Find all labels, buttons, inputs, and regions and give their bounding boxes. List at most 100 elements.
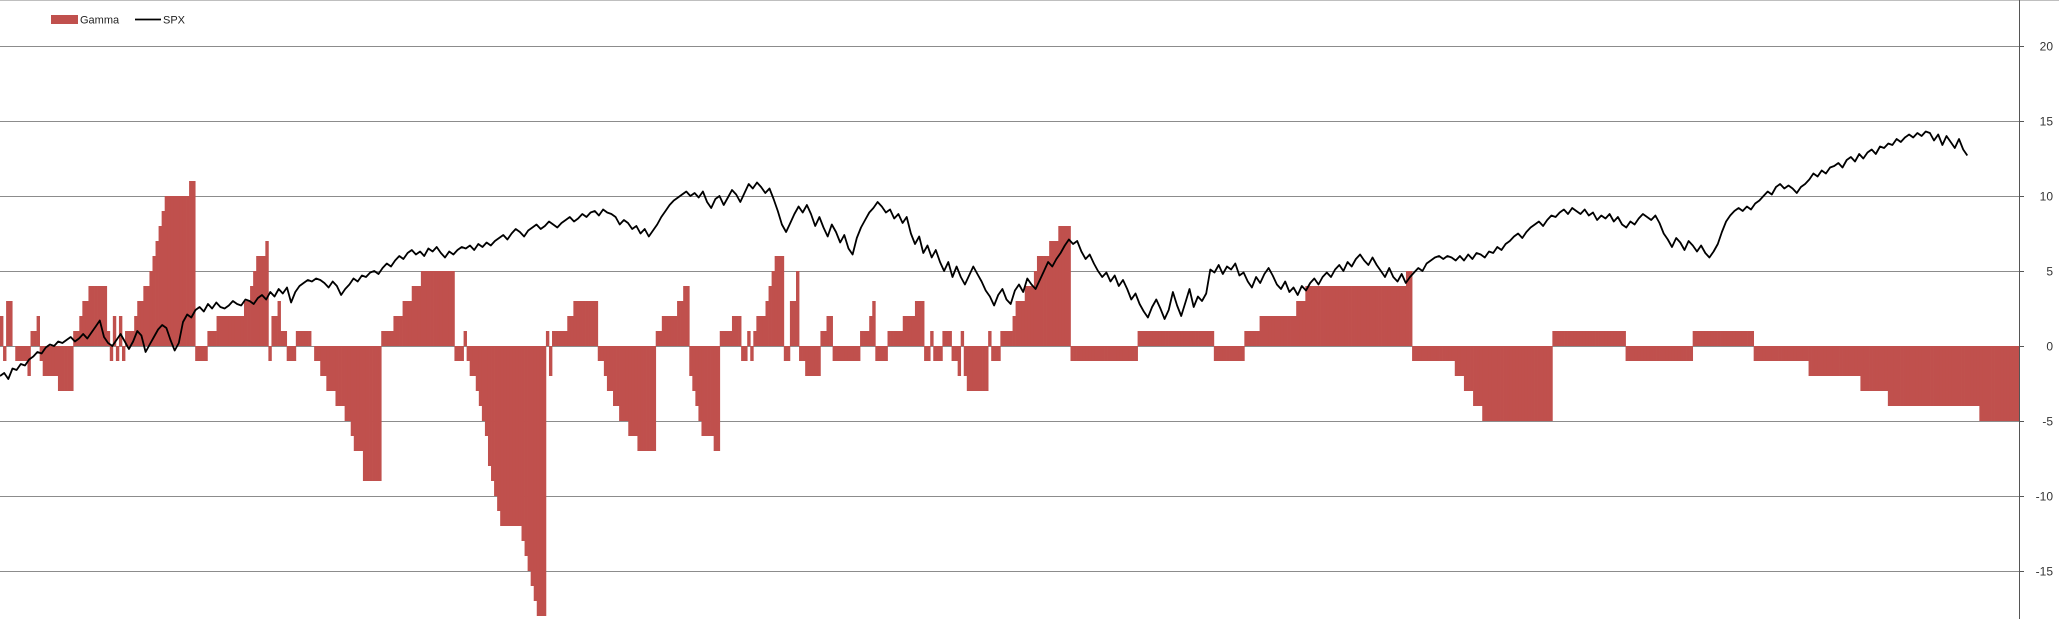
legend-item-spx[interactable]: SPX xyxy=(135,15,186,27)
gamma-bar xyxy=(1643,346,1648,361)
gamma-bar xyxy=(759,316,763,346)
gamma-bar xyxy=(1338,286,1343,346)
gamma-bar xyxy=(283,331,288,346)
gamma-bar xyxy=(1860,346,1864,391)
gamma-bar xyxy=(1893,346,1898,406)
gamma-bar xyxy=(530,346,535,586)
gamma-bar xyxy=(567,316,571,346)
gamma-bar xyxy=(811,346,815,376)
gamma-bar xyxy=(1320,286,1324,346)
gamma-bar xyxy=(1961,346,1965,406)
gamma-bar xyxy=(1180,331,1184,346)
gamma-bar xyxy=(430,271,434,346)
gamma-bar xyxy=(1512,346,1517,421)
gamma-bar xyxy=(1732,331,1736,346)
gamma-bar xyxy=(1332,286,1337,346)
gamma-bar xyxy=(991,346,995,361)
gamma-bar xyxy=(332,346,336,391)
gamma-bar xyxy=(1036,256,1041,346)
gamma-bar xyxy=(1113,346,1117,361)
gamma-bar xyxy=(1695,331,1700,346)
gamma-bar xyxy=(158,226,162,346)
gamma-bar xyxy=(1832,346,1837,376)
gamma-bar xyxy=(1216,346,1221,361)
gamma-bar xyxy=(1692,331,1697,346)
gamma-bar xyxy=(1927,346,1931,406)
gamma-bar xyxy=(783,346,788,361)
tick-label-5: 5 xyxy=(2046,265,2053,279)
gamma-bar xyxy=(1232,346,1236,361)
gamma-bar xyxy=(454,346,458,361)
gamma-bar xyxy=(426,271,431,346)
gamma-bar xyxy=(1903,346,1907,406)
gamma-bar xyxy=(356,346,361,451)
right-y-axis: 20 15 10 5 0 -5 -10 -15 xyxy=(2019,0,2053,619)
gamma-bar xyxy=(155,241,159,346)
gamma-bar xyxy=(625,346,629,421)
gamma-bar xyxy=(286,346,291,361)
gamma-bar xyxy=(527,346,532,571)
gamma-bar xyxy=(399,316,403,346)
gamma-bar xyxy=(750,346,754,361)
gamma-bar xyxy=(176,196,181,346)
gamma-bar xyxy=(2015,346,2020,421)
legend-item-gamma[interactable]: Gamma xyxy=(51,15,120,27)
gamma-bar xyxy=(481,346,486,421)
gamma-bar xyxy=(1945,346,1950,406)
gamma-bar xyxy=(695,346,699,406)
gamma-bar xyxy=(1430,346,1434,361)
gamma-bar xyxy=(1762,346,1767,361)
gamma-bar xyxy=(844,346,849,361)
gamma-bar xyxy=(905,316,910,346)
gamma-bar xyxy=(268,346,272,361)
gamma-bar xyxy=(359,346,364,451)
gamma-bar xyxy=(1875,346,1880,391)
gamma-bar xyxy=(433,271,437,346)
gamma-bar xyxy=(616,346,620,406)
gamma-bar xyxy=(1869,346,1873,391)
gamma-bar xyxy=(1723,331,1727,346)
gamma-bar xyxy=(988,331,992,346)
gamma-bar xyxy=(753,331,757,346)
gamma-bar xyxy=(518,346,522,526)
gamma-bar xyxy=(725,331,730,346)
gamma-bar xyxy=(780,256,785,346)
gamma-bar xyxy=(1845,346,1849,376)
gamma-bar xyxy=(860,331,864,346)
gamma-bar xyxy=(207,331,211,346)
gamma-bar xyxy=(591,301,596,346)
gamma-bar xyxy=(899,331,904,346)
gamma-bar xyxy=(1595,331,1599,346)
gamma-bar xyxy=(1842,346,1846,376)
gamma-bar xyxy=(1537,346,1541,421)
gamma-bar xyxy=(1549,346,1553,421)
gamma-bar xyxy=(1183,331,1187,346)
gamma-bar xyxy=(198,346,202,361)
gamma-bar xyxy=(1588,331,1593,346)
gamma-bar xyxy=(533,346,538,601)
gamma-bar xyxy=(1207,331,1212,346)
gamma-bar xyxy=(1613,331,1617,346)
gamma-bar xyxy=(1204,331,1209,346)
gamma-bar xyxy=(64,346,68,391)
gamma-bar xyxy=(945,331,949,346)
gamma-bar xyxy=(509,346,513,526)
gamma-bar xyxy=(1433,346,1437,361)
gamma-bar xyxy=(1119,346,1123,361)
gamma-bar xyxy=(1082,346,1087,361)
gamma-bar xyxy=(347,346,352,421)
gamma-bar xyxy=(1958,346,1962,406)
gamma-bar xyxy=(1872,346,1877,391)
tick-label--10: -10 xyxy=(2036,490,2054,504)
gamma-bar xyxy=(396,316,400,346)
gamma-bar xyxy=(243,301,248,346)
gamma-bar xyxy=(308,331,312,346)
gamma-bar xyxy=(1335,286,1340,346)
gamma-bar xyxy=(640,346,644,451)
gamma-bar xyxy=(1521,346,1526,421)
gamma-bar xyxy=(1363,286,1367,346)
gamma-bar xyxy=(6,301,10,346)
gamma-bar xyxy=(1717,331,1721,346)
gamma-bar xyxy=(466,346,471,361)
gamma-bar xyxy=(808,346,812,376)
